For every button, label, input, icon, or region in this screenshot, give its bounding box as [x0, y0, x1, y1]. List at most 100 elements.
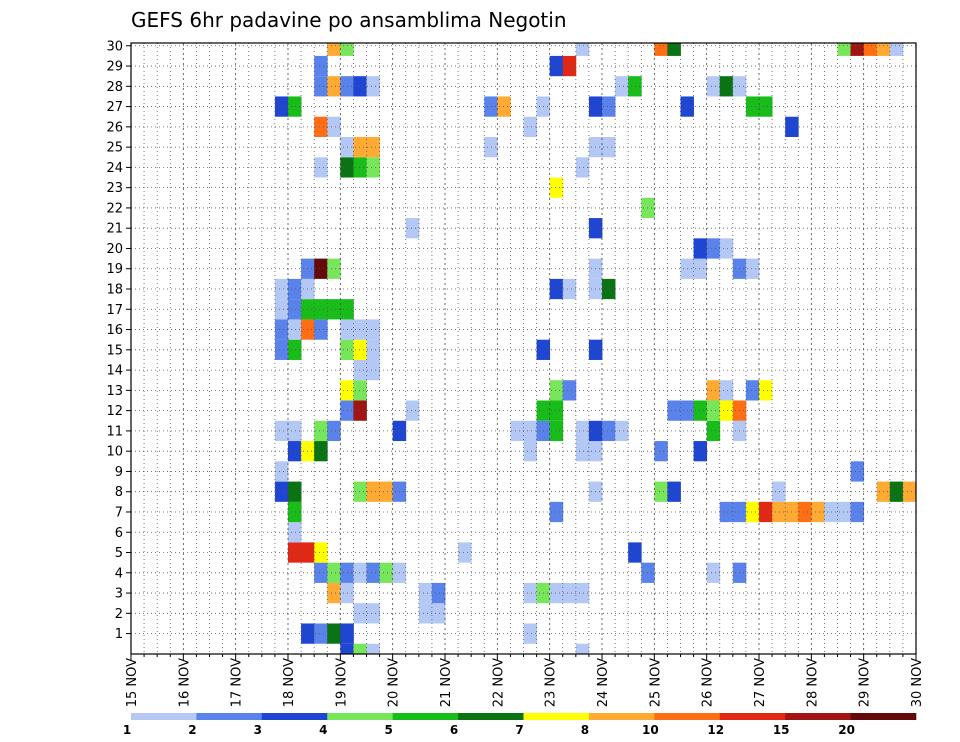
heatmap-cell: [745, 380, 760, 401]
heatmap-cell: [353, 157, 367, 178]
heatmap-cell: [562, 278, 577, 300]
heatmap-cell: [510, 420, 524, 442]
heatmap-cell: [288, 96, 302, 117]
x-axis-ticks: 15 NOV 16 NOV 17 NOV 18 NOV 19 NOV 20 NOV 21 N…: [125, 654, 925, 707]
y-tick-label: 29: [106, 60, 123, 75]
heatmap-cell: [889, 481, 904, 502]
heatmap-cell: [745, 258, 760, 279]
heatmap-cell: [366, 481, 380, 502]
y-tick-label: 19: [106, 262, 123, 277]
heatmap-cell: [719, 380, 734, 401]
y-tick-label: 3: [115, 587, 123, 602]
heatmap-cell: [431, 582, 446, 604]
heatmap-cell: [575, 582, 590, 604]
legend-swatch: [850, 713, 917, 720]
heatmap-cell: [523, 420, 537, 442]
y-tick-label: 12: [106, 404, 123, 419]
x-tick-label: 16 NOV: [177, 658, 192, 707]
heatmap-cell: [523, 582, 537, 604]
heatmap-cell: [314, 542, 328, 563]
x-tick-label: 22 NOV: [491, 658, 506, 707]
heatmap-cell: [327, 43, 341, 56]
heatmap-cell: [353, 136, 367, 158]
heatmap-cell: [549, 420, 564, 442]
heatmap-cell: [288, 441, 302, 462]
heatmap-cells: [274, 43, 917, 654]
x-tick-label: 26 NOV: [701, 658, 716, 707]
heatmap-cell: [706, 238, 721, 259]
y-tick-label: 8: [115, 485, 123, 500]
heatmap-cell: [314, 420, 328, 442]
heatmap-cell: [693, 238, 708, 259]
heatmap-cell: [667, 481, 681, 502]
legend-label: 12: [707, 723, 724, 737]
heatmap-cell: [654, 43, 668, 56]
heatmap-cell: [693, 258, 708, 279]
x-tick-label: 18 NOV: [282, 658, 297, 707]
heatmap-cell: [549, 177, 564, 198]
heatmap-cell: [353, 339, 367, 360]
heatmap-cell: [314, 55, 328, 77]
heatmap-cell: [549, 278, 564, 300]
heatmap-cell: [562, 55, 577, 77]
heatmap-cell: [418, 603, 433, 624]
legend-swatch: [523, 713, 590, 720]
heatmap-cell: [288, 319, 302, 340]
heatmap-cell: [353, 76, 367, 97]
heatmap-cell: [575, 43, 590, 56]
legend-label: 15: [773, 723, 790, 737]
heatmap-cell: [562, 380, 577, 401]
heatmap-cell: [314, 319, 328, 340]
y-tick-label: 13: [106, 384, 123, 399]
y-tick-label: 22: [106, 201, 123, 216]
heatmap-cell: [274, 420, 289, 442]
heatmap-cell: [288, 501, 302, 523]
heatmap-cell: [288, 339, 302, 360]
legend-label: 20: [838, 723, 855, 737]
legend-label: 4: [319, 723, 327, 737]
y-tick-label: 10: [106, 445, 123, 460]
heatmap-cell: [274, 319, 289, 340]
heatmap-cell: [654, 481, 668, 502]
legend-label: 7: [515, 723, 523, 737]
heatmap-cell: [288, 522, 302, 543]
heatmap-cell: [327, 623, 341, 644]
legend-swatch: [196, 713, 263, 720]
heatmap-cell: [484, 136, 498, 158]
x-tick-label: 23 NOV: [544, 658, 559, 707]
heatmap-cell: [759, 380, 773, 401]
legend-swatch: [588, 713, 655, 720]
heatmap-cell: [902, 481, 917, 502]
heatmap-cell: [314, 258, 328, 279]
heatmap-cell: [274, 461, 289, 482]
heatmap-cell: [431, 603, 446, 624]
heatmap-cell: [353, 643, 367, 654]
heatmap-cell: [314, 116, 328, 137]
heatmap-cell: [327, 420, 341, 442]
heatmap-cell: [353, 481, 367, 502]
heatmap-cell: [366, 643, 380, 654]
chart-title: GEFS 6hr padavine po ansamblima Negotin: [131, 8, 567, 32]
legend-swatch: [392, 713, 459, 720]
heatmap-cell: [353, 359, 367, 381]
heatmap-cell: [288, 278, 302, 300]
heatmap-cell: [484, 96, 498, 117]
heatmap-cell: [314, 562, 328, 583]
heatmap-cell: [523, 623, 537, 644]
heatmap-cell: [353, 603, 367, 624]
x-tick-label: 19 NOV: [334, 658, 349, 707]
x-tick-label: 17 NOV: [230, 658, 245, 707]
heatmap-cell: [772, 481, 786, 502]
legend-label: 10: [642, 723, 659, 737]
heatmap-cell: [811, 501, 825, 523]
heatmap-cell: [654, 441, 668, 462]
heatmap-cell: [497, 96, 511, 117]
y-tick-label: 16: [106, 323, 123, 338]
heatmap-cell: [615, 420, 629, 442]
heatmap-cell: [628, 76, 642, 97]
heatmap-cell: [314, 157, 328, 178]
heatmap-cell: [314, 299, 328, 320]
heatmap-cell: [274, 299, 289, 320]
x-tick-label: 15 NOV: [125, 658, 140, 707]
heatmap-cell: [288, 542, 302, 563]
